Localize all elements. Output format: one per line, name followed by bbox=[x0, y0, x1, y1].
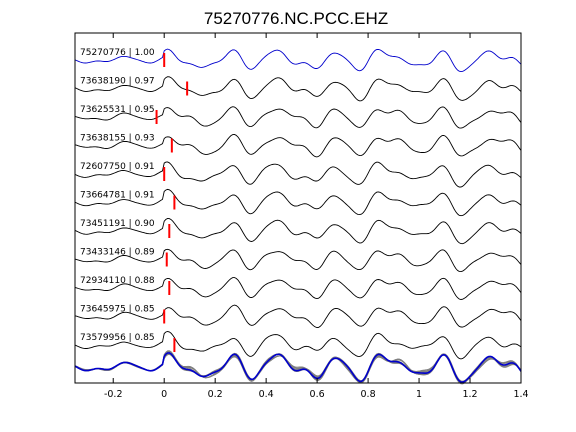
plot-area: 75270776 | 1.00 73638190 | 0.97 73625531 |… bbox=[74, 48, 522, 385]
trace: 73638155 | 0.93 bbox=[74, 134, 522, 158]
trace-label: 75270776 | 1.00 bbox=[80, 48, 155, 58]
trace-line bbox=[74, 277, 522, 300]
trace: 75270776 | 1.00 bbox=[74, 48, 522, 73]
trace: 73638190 | 0.97 bbox=[74, 76, 522, 102]
trace-label: 73638190 | 0.97 bbox=[80, 77, 155, 87]
trace-label: 73451191 | 0.90 bbox=[80, 219, 155, 229]
x-tick-label: 0.8 bbox=[361, 389, 376, 400]
trace-line bbox=[74, 304, 522, 328]
trace-line bbox=[74, 76, 522, 102]
x-tick-label: 1.2 bbox=[462, 389, 477, 400]
trace-label: 73645975 | 0.85 bbox=[80, 305, 155, 315]
trace-line bbox=[74, 331, 522, 360]
trace-line bbox=[74, 248, 522, 273]
trace: 73645975 | 0.85 bbox=[74, 304, 522, 328]
trace-line bbox=[74, 106, 522, 129]
x-tick-label: -0.2 bbox=[104, 389, 123, 400]
trace-label: 73433146 | 0.89 bbox=[80, 248, 155, 258]
trace-line bbox=[74, 188, 522, 217]
trace-label: 73625531 | 0.95 bbox=[80, 105, 155, 115]
trace: 73625531 | 0.95 bbox=[74, 105, 522, 129]
axes-frame bbox=[74, 32, 522, 384]
trace: 72607750 | 0.91 bbox=[74, 161, 522, 188]
trace: 73579956 | 0.85 bbox=[74, 331, 522, 360]
x-tick-label: 0.2 bbox=[208, 389, 223, 400]
x-tick-label: 0 bbox=[161, 389, 167, 400]
x-tick-label: 1.4 bbox=[513, 389, 528, 400]
trace-label: 72607750 | 0.91 bbox=[80, 162, 155, 172]
x-tick-label: 0.4 bbox=[259, 389, 274, 400]
x-tick-label: 1 bbox=[416, 389, 422, 400]
trace-label: 73579956 | 0.85 bbox=[80, 333, 155, 343]
trace: 73433146 | 0.89 bbox=[74, 248, 522, 273]
trace-line bbox=[74, 48, 522, 73]
trace-label: 72934110 | 0.88 bbox=[80, 276, 155, 286]
trace-label: 73664781 | 0.91 bbox=[80, 191, 155, 201]
trace-label: 73638155 | 0.93 bbox=[80, 134, 155, 144]
x-tick-label: 0.6 bbox=[310, 389, 325, 400]
chart-title: 75270776.NC.PCC.EHZ bbox=[204, 9, 388, 28]
trace-line bbox=[74, 134, 522, 158]
x-axis: -0.2 0 0.2 0.4 0.6 0.8 1 1.2 1.4 bbox=[104, 33, 529, 400]
trace: 72934110 | 0.88 bbox=[74, 276, 522, 300]
trace-line bbox=[74, 161, 522, 188]
trace: 73664781 | 0.91 bbox=[74, 188, 522, 217]
trace-line bbox=[74, 218, 522, 245]
stack-reference-trace bbox=[74, 352, 522, 383]
stack-overlay bbox=[74, 350, 522, 385]
trace: 73451191 | 0.90 bbox=[74, 218, 522, 245]
